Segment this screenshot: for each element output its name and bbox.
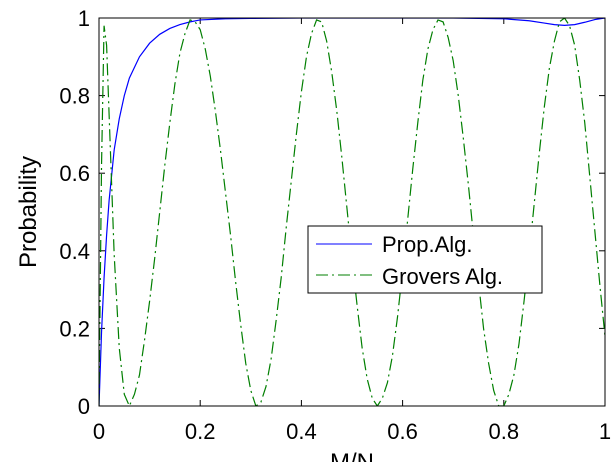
y-tick-label: 0.6 <box>59 161 90 186</box>
x-tick-label: 1 <box>599 419 611 444</box>
legend: Prop.Alg. Grovers Alg. <box>307 225 543 294</box>
legend-label-grovers-alg: Grovers Alg. <box>382 264 503 289</box>
x-tick-labels: 0 0.2 0.4 0.6 0.8 1 <box>93 419 611 444</box>
y-axis-title: Probability <box>15 156 42 268</box>
x-tick-label: 0.4 <box>286 419 317 444</box>
x-tick-label: 0.6 <box>387 419 418 444</box>
legend-box <box>307 225 543 294</box>
y-tick-label: 0 <box>78 394 90 419</box>
x-tick-label: 0.8 <box>489 419 520 444</box>
y-tick-labels: 0 0.2 0.4 0.6 0.8 1 <box>59 6 90 419</box>
y-tick-label: 0.2 <box>59 316 90 341</box>
y-tick-label: 0.4 <box>59 239 90 264</box>
series-layer <box>99 18 605 406</box>
series-line-prop-alg <box>99 18 605 406</box>
series-line-grovers-alg <box>99 18 605 406</box>
x-tick-label: 0.2 <box>185 419 216 444</box>
plot-area <box>99 18 605 406</box>
legend-label-prop-alg: Prop.Alg. <box>382 232 473 257</box>
plot-frame <box>98 17 606 407</box>
y-tick-label: 0.8 <box>59 84 90 109</box>
y-tick-label: 1 <box>78 6 90 31</box>
x-axis-title: M/N <box>330 449 374 462</box>
x-tick-label: 0 <box>93 419 105 444</box>
